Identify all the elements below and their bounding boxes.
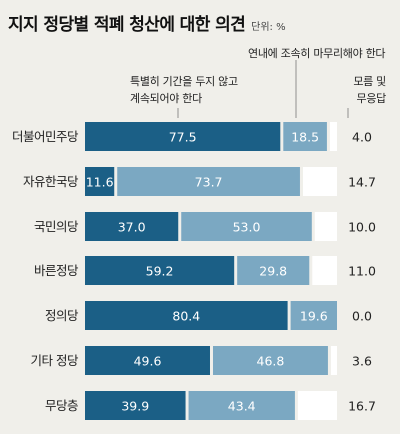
- bar-series-2: [212, 346, 328, 375]
- bar-series-3: [312, 256, 337, 285]
- data-label-series-1: 39.9: [121, 399, 149, 414]
- bar-series-1: [85, 256, 235, 285]
- data-label-series-1: 59.2: [146, 264, 174, 279]
- bar-series-2: [237, 256, 310, 285]
- category-label: 국민의당: [34, 219, 79, 234]
- data-label-series-2: 53.0: [233, 220, 261, 235]
- data-label-series-2: 19.6: [300, 309, 328, 324]
- data-label-series-2: 18.5: [291, 130, 319, 145]
- category-label: 기타 정당: [31, 353, 79, 368]
- bar-series-2: [188, 391, 295, 420]
- category-label: 더불어민주당: [12, 129, 79, 144]
- data-label-series-3: 14.7: [348, 175, 376, 190]
- data-label-series-3: 10.0: [348, 220, 376, 235]
- header-label-series-1: 연내에 조속히 마무리해야 한다: [248, 47, 386, 60]
- data-label-series-1: 37.0: [118, 220, 146, 235]
- bar-series-2: [181, 212, 312, 241]
- data-label-series-3: 3.6: [352, 354, 372, 369]
- unit-label: 단위: %: [251, 22, 286, 33]
- data-label-series-3: 11.0: [348, 264, 376, 279]
- bar-series-1: [85, 212, 179, 241]
- data-label-series-1: 77.5: [169, 130, 197, 145]
- bar-series-3: [330, 346, 337, 375]
- bar-series-2: [117, 167, 300, 196]
- data-label-series-3: 16.7: [348, 399, 376, 414]
- bar-series-2: [290, 301, 337, 330]
- bar-series-2: [283, 122, 327, 151]
- category-label: 바른정당: [34, 263, 79, 278]
- data-label-series-2: 29.8: [259, 264, 287, 279]
- bar-series-1: [85, 122, 281, 151]
- bar-series-3: [314, 212, 337, 241]
- data-label-series-2: 73.7: [195, 175, 223, 190]
- data-label-series-2: 43.4: [228, 399, 256, 414]
- data-label-series-3: 0.0: [352, 309, 372, 324]
- category-label: 무당층: [45, 398, 78, 413]
- header-label-series-2: 특별히 기간을 두지 않고 계속되어야 한다: [130, 75, 238, 105]
- data-label-series-1: 49.6: [134, 354, 162, 369]
- category-label: 자유한국당: [23, 174, 79, 189]
- bar-series-1: [85, 346, 210, 375]
- bar-series-3: [329, 122, 337, 151]
- data-label-series-3: 4.0: [352, 130, 372, 145]
- data-label-series-1: 11.6: [86, 175, 114, 190]
- bar-series-3: [297, 391, 337, 420]
- bar-series-1: [85, 301, 288, 330]
- bar-series-3: [302, 167, 337, 196]
- chart-title: 지지 정당별 적폐 청산에 대한 의견 단위: %: [8, 15, 286, 35]
- bar-series-1: [85, 167, 115, 196]
- header-label-series-3: 모름 및 무응답: [353, 75, 386, 105]
- category-label: 정의당: [45, 308, 79, 323]
- data-label-series-2: 46.8: [257, 354, 285, 369]
- bar-series-1: [85, 391, 186, 420]
- data-label-series-1: 80.4: [172, 309, 200, 324]
